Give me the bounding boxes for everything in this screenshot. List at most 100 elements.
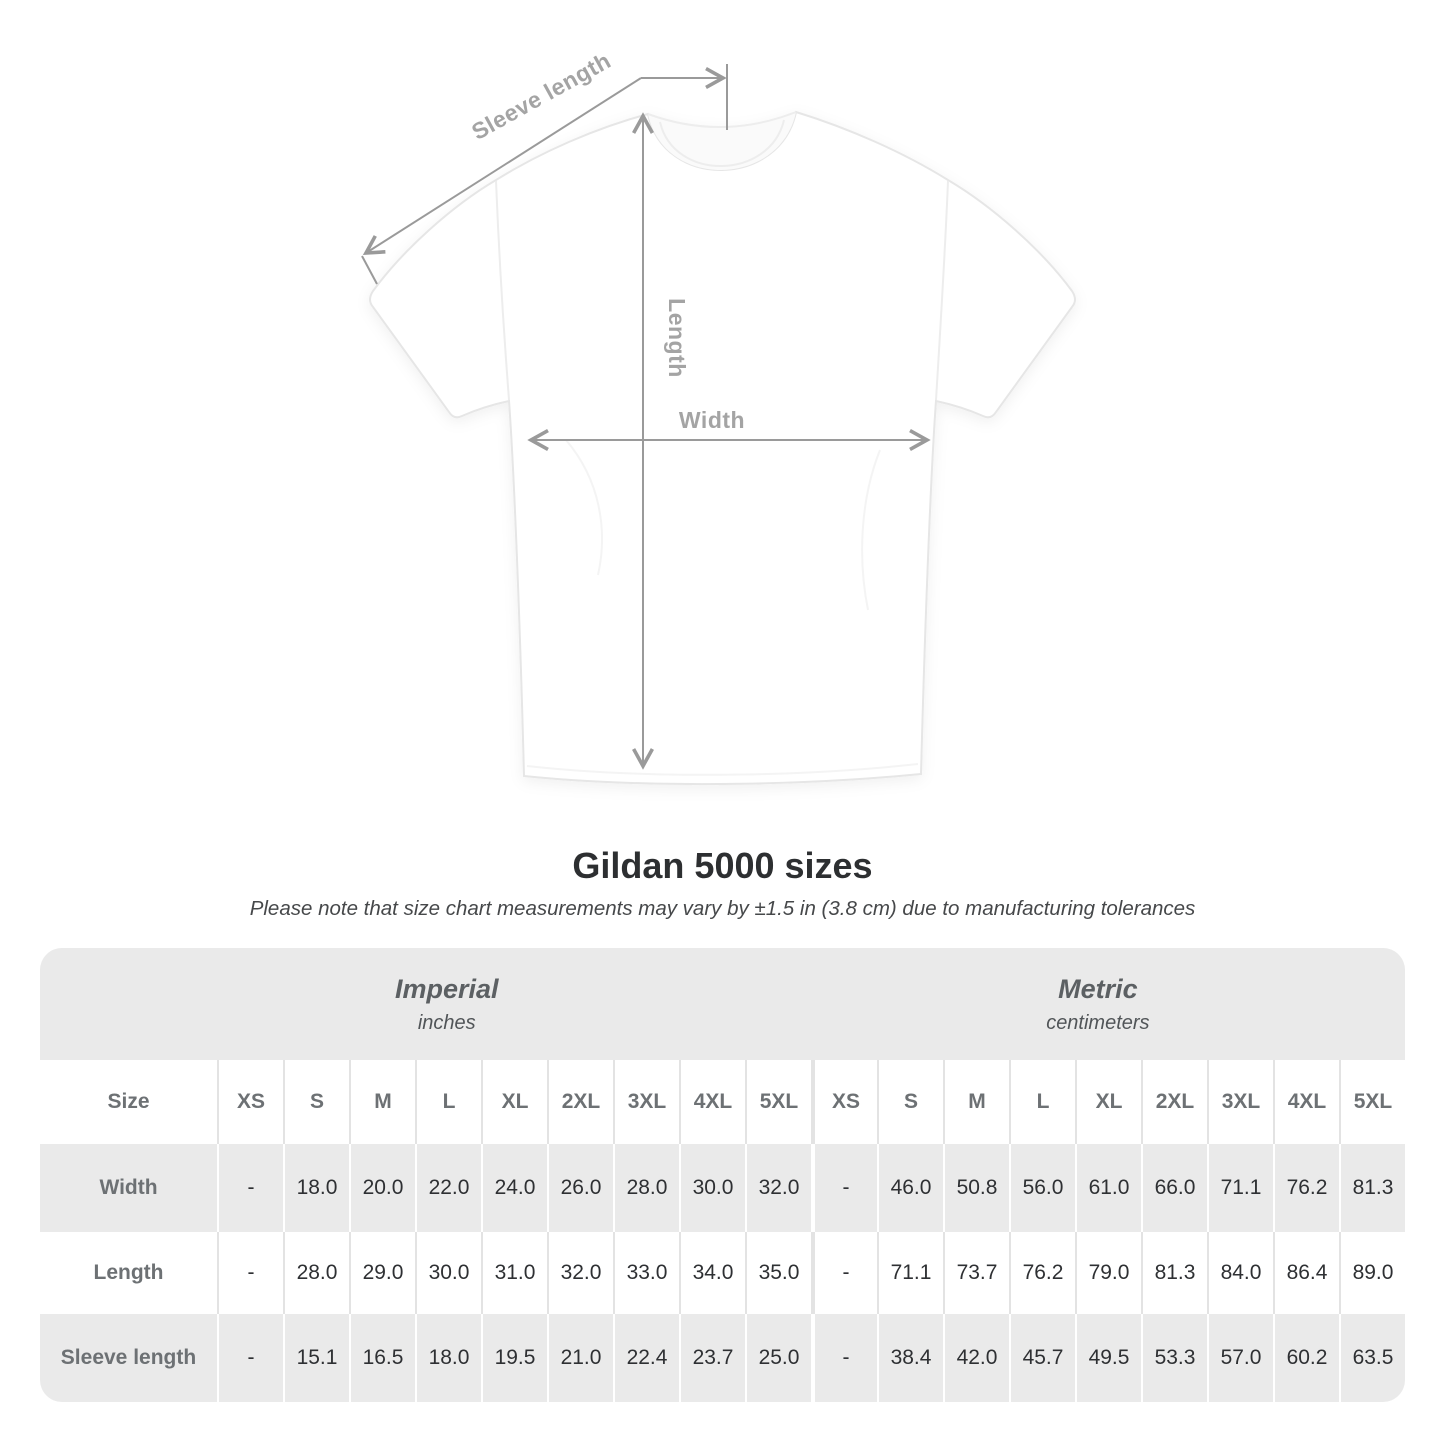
table-row: Length -28.0 29.0 30.0 31.0 32.0 33.0 34.0 35.0-…: [40, 1232, 1405, 1314]
size-header-row: Size XS S M L XL 2XL 3XL 4XL 5XL XS S M L XL 2XL 3XL 4XL…: [40, 1060, 1405, 1144]
value-cell: 46.0: [877, 1144, 943, 1232]
value-cell: 25.0: [745, 1314, 811, 1402]
value-cell: 29.0: [349, 1232, 415, 1314]
value-cell: 22.0: [415, 1144, 481, 1232]
heading: Gildan 5000 sizes Please note that size …: [0, 845, 1445, 921]
collar-ribbing-line: [659, 119, 785, 167]
value-cell: 84.0: [1207, 1232, 1273, 1314]
value-cell: 81.3: [1339, 1144, 1405, 1232]
size-column-header: XS: [811, 1060, 877, 1144]
value-cell: 45.7: [1009, 1314, 1075, 1402]
row-label: Length: [93, 1261, 164, 1284]
value-cell: 32.0: [745, 1144, 811, 1232]
value-cell: 71.1: [1207, 1144, 1273, 1232]
value-cell: 73.7: [943, 1232, 1009, 1314]
left-sleeve-seam: [495, 180, 510, 401]
value-cell: -: [811, 1144, 877, 1232]
size-column-header: 5XL: [1339, 1060, 1405, 1144]
width-label: Width: [679, 407, 745, 433]
value-cell: 53.3: [1141, 1314, 1207, 1402]
value-cell: 30.0: [679, 1144, 745, 1232]
value-cell: 50.8: [943, 1144, 1009, 1232]
wrinkle-line: [565, 439, 603, 576]
value-cell: 33.0: [613, 1232, 679, 1314]
sleeve-length-arrow: [362, 77, 642, 255]
value-cell: 21.0: [547, 1314, 613, 1402]
size-column-header: 3XL: [1207, 1060, 1273, 1144]
value-cell: 42.0: [943, 1314, 1009, 1402]
size-column-header: XL: [481, 1060, 547, 1144]
value-cell: 18.0: [283, 1144, 349, 1232]
tshirt-diagram: Sleeve length Length Width: [361, 47, 1076, 786]
value-cell: 16.5: [349, 1314, 415, 1402]
size-column-header: XL: [1075, 1060, 1141, 1144]
value-cell: 35.0: [745, 1232, 811, 1314]
value-cell: 57.0: [1207, 1314, 1273, 1402]
width-dimension: Width: [527, 407, 931, 451]
value-cell: -: [811, 1314, 877, 1402]
value-cell: 38.4: [877, 1314, 943, 1402]
metric-label: Metric: [1058, 973, 1138, 1004]
value-cell: 30.0: [415, 1232, 481, 1314]
value-cell: 71.1: [877, 1232, 943, 1314]
size-column-header: 4XL: [679, 1060, 745, 1144]
value-cell: 66.0: [1141, 1144, 1207, 1232]
size-column-header: S: [877, 1060, 943, 1144]
value-cell: 24.0: [481, 1144, 547, 1232]
size-chart-table: Imperial inches Metric centimeters Size …: [40, 948, 1405, 1402]
value-cell: 22.4: [613, 1314, 679, 1402]
back-collar-line: [647, 111, 797, 128]
value-cell: 81.3: [1141, 1232, 1207, 1314]
size-column-header: M: [349, 1060, 415, 1144]
sleeve-tip-tick: [361, 255, 378, 285]
value-cell: 79.0: [1075, 1232, 1141, 1314]
imperial-unit-header: Imperial inches: [395, 948, 499, 1060]
size-column-header: 2XL: [1141, 1060, 1207, 1144]
value-cell: 86.4: [1273, 1232, 1339, 1314]
imperial-label: Imperial: [394, 973, 499, 1004]
value-cell: 19.5: [481, 1314, 547, 1402]
row-label: Width: [99, 1176, 158, 1199]
size-column-header: 3XL: [613, 1060, 679, 1144]
table-row: Width -18.0 20.0 22.0 24.0 26.0 28.0 30.0 32.0-4…: [40, 1144, 1405, 1232]
length-label: Length: [664, 298, 690, 378]
tshirt-image: [369, 110, 1076, 786]
value-cell: 61.0: [1075, 1144, 1141, 1232]
value-cell: -: [217, 1144, 283, 1232]
metric-unit-header: Metric centimeters: [1046, 948, 1149, 1060]
value-cell: 18.0: [415, 1314, 481, 1402]
sleeve-length-label: Sleeve length: [467, 47, 615, 145]
metric-unit-label: centimeters: [1046, 1011, 1150, 1034]
size-column-header: S: [283, 1060, 349, 1144]
value-cell: 60.2: [1273, 1314, 1339, 1402]
value-cell: 49.5: [1075, 1314, 1141, 1402]
table-body: Width -18.0 20.0 22.0 24.0 26.0 28.0 30.0 32.0-4…: [40, 1144, 1405, 1402]
value-cell: 15.1: [283, 1314, 349, 1402]
value-cell: 23.7: [679, 1314, 745, 1402]
value-cell: 28.0: [283, 1232, 349, 1314]
size-column-header: L: [1009, 1060, 1075, 1144]
value-cell: 34.0: [679, 1232, 745, 1314]
value-cell: -: [217, 1314, 283, 1402]
size-header-cell: Size: [107, 1090, 150, 1113]
table-row: Sleeve length -15.1 16.5 18.0 19.5 21.0 22.4 23…: [40, 1314, 1405, 1402]
size-column-header: 2XL: [547, 1060, 613, 1144]
hem-stitch-line: [526, 763, 919, 776]
tshirt-outline: [369, 110, 1076, 786]
imperial-unit-label: inches: [417, 1011, 476, 1034]
size-column-header: 4XL: [1273, 1060, 1339, 1144]
value-cell: 56.0: [1009, 1144, 1075, 1232]
value-cell: 20.0: [349, 1144, 415, 1232]
size-column-header: M: [943, 1060, 1009, 1144]
size-column-header: L: [415, 1060, 481, 1144]
size-column-header: 5XL: [745, 1060, 811, 1144]
row-label: Sleeve length: [60, 1346, 197, 1369]
value-cell: 76.2: [1009, 1232, 1075, 1314]
value-cell: 31.0: [481, 1232, 547, 1314]
value-cell: 32.0: [547, 1232, 613, 1314]
value-cell: -: [811, 1232, 877, 1314]
value-cell: 26.0: [547, 1144, 613, 1232]
wrinkle-line: [861, 449, 881, 611]
value-cell: 76.2: [1273, 1144, 1339, 1232]
